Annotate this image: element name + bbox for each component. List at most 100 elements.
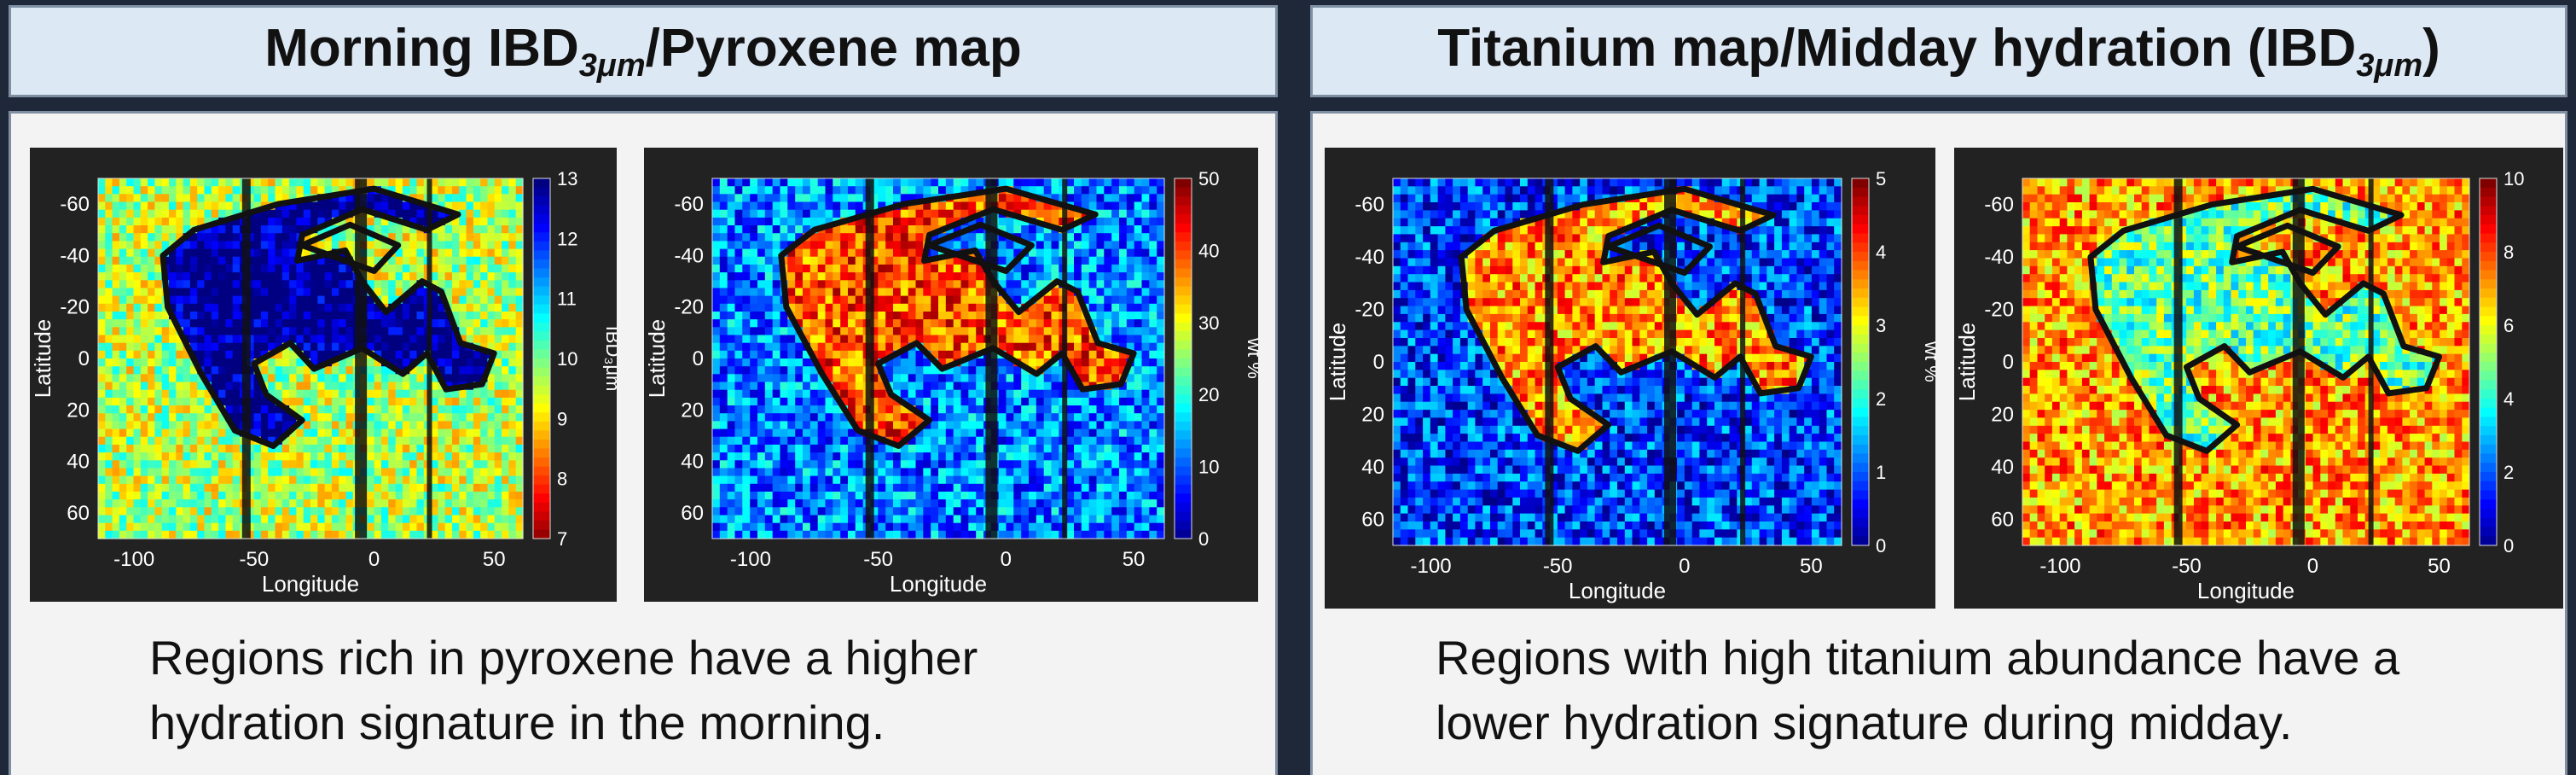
y-tick-label: 0 xyxy=(2003,351,2014,374)
y-tick-label: 20 xyxy=(67,399,90,422)
morning-ibd-map-svg: -100 -50 0 50 -60 -40 -20 0 20 40 60 Longitude Latit… xyxy=(30,168,617,597)
y-tick-label: 60 xyxy=(1361,508,1384,531)
y-tick-label: -20 xyxy=(1355,299,1384,322)
x-tick-label: 50 xyxy=(1123,548,1146,571)
y-axis-label: Latitude xyxy=(1325,323,1350,402)
right-caption-line-2: lower hydration signature during midday. xyxy=(1436,696,2293,749)
left-panel-title-box: Morning IBD3μm/Pyroxene map xyxy=(9,5,1278,97)
colorbar-tick-label: 10 xyxy=(2503,168,2524,189)
left-caption-line-1: Regions rich in pyroxene have a higher xyxy=(149,631,978,685)
y-tick-label: -20 xyxy=(674,296,704,319)
colorbar-label: IBD₃μm xyxy=(602,326,617,392)
y-tick-label: -40 xyxy=(1355,246,1384,269)
y-tick-label: 60 xyxy=(67,502,90,525)
x-axis-label: Longitude xyxy=(262,571,359,597)
midday-ibd-map-svg: -100 -50 0 50-60-40-200204060LongitudeLatit… xyxy=(1954,168,2524,603)
x-tick-label: -100 xyxy=(1411,555,1452,578)
x-tick-label: -100 xyxy=(2039,555,2080,578)
colorbar-tick-label: 2 xyxy=(1876,388,1886,410)
x-tick-label: -100 xyxy=(113,548,154,571)
colorbar-tick-label: 5 xyxy=(1876,168,1886,189)
y-tick-label: -60 xyxy=(60,193,90,216)
y-tick-label: -60 xyxy=(1355,194,1384,217)
y-tick-label: 0 xyxy=(1373,351,1384,374)
x-tick-label: -100 xyxy=(730,548,771,571)
colorbar-tick-label: 4 xyxy=(2503,388,2514,410)
right-panel-body: -100 -50 0 50 -60 -40 -20 0 20 40 60 Longitude Latit… xyxy=(1310,111,2567,775)
right-panel: Titanium map/Midday hydration (IBD3μm) -… xyxy=(1302,0,2576,775)
y-axis-label: Latitude xyxy=(644,319,670,399)
y-tick-label: -60 xyxy=(674,193,704,216)
y-tick-label: -40 xyxy=(60,244,90,267)
y-tick-label: 60 xyxy=(1991,508,2014,531)
y-tick-label: 40 xyxy=(67,451,90,474)
y-tick-label: 20 xyxy=(681,399,704,422)
y-axis-label: Latitude xyxy=(1954,323,1980,402)
y-tick-label: -20 xyxy=(60,296,90,319)
colorbar-tick-label: 0 xyxy=(2503,535,2514,556)
y-tick-label: 40 xyxy=(681,451,704,474)
x-tick-label: 50 xyxy=(1800,555,1823,578)
left-caption-line-2: hydration signature in the morning. xyxy=(149,696,885,749)
colorbar-tick-label: 0 xyxy=(1198,528,1209,550)
y-tick-label: 0 xyxy=(78,347,90,370)
colorbar-tick-label: 6 xyxy=(2503,315,2514,336)
midday-ibd-map: -100 -50 0 50 -60 -40 -20 0 20 40 60 Longitude Latit… xyxy=(1954,148,2563,609)
right-panel-title-box: Titanium map/Midday hydration (IBD3μm) xyxy=(1310,5,2567,97)
x-tick-label: -50 xyxy=(863,548,893,571)
colorbar-tick-label: 40 xyxy=(1198,240,1219,261)
x-tick-label: -50 xyxy=(1543,555,1573,578)
colorbar-tick-label: 4 xyxy=(1876,242,1886,263)
colorbar-tick-label: 10 xyxy=(557,348,577,370)
colorbar-tick-label: 3 xyxy=(1876,315,1886,336)
x-tick-label: 0 xyxy=(368,548,380,571)
morning-ibd-map: -100 -50 0 50 -60 -40 -20 0 20 40 60 Longitude Latit… xyxy=(30,148,617,602)
colorbar-tick-label: 1 xyxy=(1876,462,1886,483)
pyroxene-map-svg: -100 -50 0 50 -60 -40 -20 0 20 40 60 Longitude Latit… xyxy=(644,168,1258,597)
y-tick-label: 0 xyxy=(693,347,704,370)
x-axis-label: Longitude xyxy=(2197,578,2295,603)
y-tick-label: 40 xyxy=(1361,456,1384,479)
y-tick-label: -40 xyxy=(1984,246,2014,269)
x-tick-label: 0 xyxy=(1679,555,1690,578)
y-tick-label: 60 xyxy=(681,502,704,525)
y-tick-label: -60 xyxy=(1984,194,2014,217)
x-tick-label: 0 xyxy=(2307,555,2318,578)
x-tick-label: -50 xyxy=(240,548,270,571)
colorbar-label: wt % xyxy=(1921,341,1935,382)
y-tick-label: 40 xyxy=(1991,456,2014,479)
left-caption: Regions rich in pyroxene have a higher h… xyxy=(149,626,978,755)
x-tick-label: -50 xyxy=(2172,555,2202,578)
colorbar-tick-label: 2 xyxy=(2503,462,2514,483)
colorbar-tick-label: 7 xyxy=(557,528,567,550)
y-tick-label: -40 xyxy=(674,244,704,267)
x-axis-label: Longitude xyxy=(1569,578,1666,603)
colorbar-tick-label: 8 xyxy=(2503,242,2514,263)
colorbar-label: wt % xyxy=(1244,337,1258,379)
y-tick-label: -20 xyxy=(1984,299,2014,322)
colorbar-tick-label: 11 xyxy=(557,288,577,310)
x-tick-label: 0 xyxy=(1001,548,1012,571)
left-panel: Morning IBD3μm/Pyroxene map -100 -50 0 50 -6… xyxy=(0,0,1286,775)
colorbar-tick-label: 0 xyxy=(1876,535,1886,556)
colorbar-tick-label: 30 xyxy=(1198,312,1219,334)
colorbar-tick-label: 10 xyxy=(1198,457,1219,478)
x-axis-label: Longitude xyxy=(890,571,987,597)
left-panel-body: -100 -50 0 50 -60 -40 -20 0 20 40 60 Longitude Latit… xyxy=(9,111,1278,775)
y-tick-label: 20 xyxy=(1361,403,1384,426)
titanium-map: -100 -50 0 50 -60 -40 -20 0 20 40 60 Longitude Latit… xyxy=(1325,148,1935,609)
left-panel-title: Morning IBD3μm/Pyroxene map xyxy=(264,19,1022,84)
x-tick-label: 50 xyxy=(483,548,506,571)
colorbar-tick-label: 12 xyxy=(557,228,577,249)
y-axis-label: Latitude xyxy=(30,319,55,399)
colorbar-tick-label: 13 xyxy=(557,168,577,189)
titanium-map-svg: -100 -50 0 50-60-40-200204060LongitudeLatit… xyxy=(1325,168,1935,603)
colorbar-tick-label: 20 xyxy=(1198,384,1219,405)
y-tick-label: 20 xyxy=(1991,403,2014,426)
x-tick-label: 50 xyxy=(2428,555,2451,578)
pyroxene-map: -100 -50 0 50 -60 -40 -20 0 20 40 60 Longitude Latit… xyxy=(644,148,1258,602)
colorbar-tick-label: 50 xyxy=(1198,168,1219,189)
right-caption-line-1: Regions with high titanium abundance hav… xyxy=(1436,631,2400,685)
right-panel-title: Titanium map/Midday hydration (IBD3μm) xyxy=(1437,19,2440,84)
colorbar-tick-label: 9 xyxy=(557,408,567,429)
